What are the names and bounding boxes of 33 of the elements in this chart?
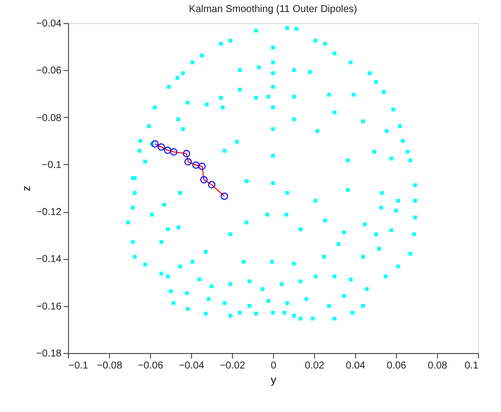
- point: [184, 158, 192, 166]
- x-tick-label: 0.02: [304, 360, 325, 372]
- point: [200, 176, 208, 184]
- x-tick-label: −0.08: [96, 360, 123, 372]
- point: [192, 161, 200, 169]
- y-tick-label: −0.18: [36, 348, 62, 360]
- y-tick-label: −0.1: [42, 160, 62, 171]
- point: [220, 192, 228, 200]
- point: [158, 143, 165, 151]
- y-axis-title: z: [21, 186, 34, 192]
- chart-title: Kalman Smoothing (11 Outer Dipoles): [188, 4, 358, 15]
- x-tick-label: −0.04: [178, 360, 205, 372]
- x-tick-label: 0.08: [428, 360, 448, 372]
- y-tick-label: −0.12: [36, 207, 62, 218]
- x-axis-title: y: [270, 374, 277, 386]
- point: [198, 162, 206, 170]
- x-tick-label: −0.1: [68, 360, 89, 372]
- x-tick-label: 0.04: [346, 360, 366, 372]
- y-tick-label: −0.16: [36, 301, 62, 312]
- point: [208, 181, 216, 188]
- y-tick-label: −0.06: [36, 66, 62, 77]
- y-tick-label: −0.04: [36, 18, 62, 30]
- x-tick-label: −0.06: [138, 360, 164, 372]
- point: [170, 148, 178, 156]
- point: [164, 146, 172, 154]
- y-tick-label: −0.14: [36, 254, 62, 266]
- point: [151, 140, 159, 148]
- x-tick-label: 0.06: [386, 360, 407, 372]
- x-tick-label: 0: [270, 360, 277, 372]
- point: [182, 150, 190, 158]
- y-tick-label: −0.08: [36, 112, 62, 124]
- x-tick-label: −0.02: [220, 360, 246, 372]
- x-tick-label: 0.1: [464, 360, 479, 372]
